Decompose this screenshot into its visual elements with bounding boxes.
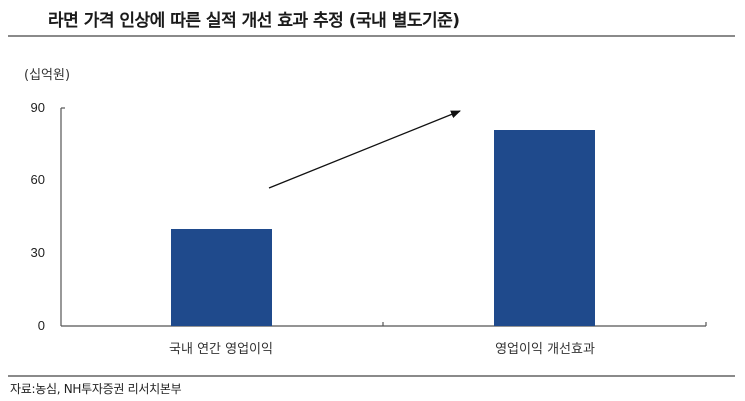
top-divider: [8, 35, 735, 37]
chart-title: 라면 가격 인상에 따른 실적 개선 효과 추정 (국내 별도기준): [48, 11, 460, 31]
source-note: 자료:농심, NH투자증권 리서치본부: [10, 382, 182, 396]
bar-domestic-annual-operating-profit: [171, 229, 272, 326]
y-axis-unit-label: (십억원): [24, 68, 71, 83]
bottom-divider: [8, 375, 735, 377]
y-tick-60: 60: [30, 172, 45, 187]
y-tick-90: 90: [30, 100, 45, 115]
y-tick-0: 0: [37, 318, 45, 333]
x-label-operating-profit-improvement: 영업이익 개선효과: [495, 342, 595, 357]
y-tick-30: 30: [30, 245, 45, 260]
bar-operating-profit-improvement: [494, 130, 595, 326]
x-label-domestic-annual-operating-profit: 국내 연간 영업이익: [169, 342, 273, 357]
trend-arrow-icon: [268, 110, 461, 189]
